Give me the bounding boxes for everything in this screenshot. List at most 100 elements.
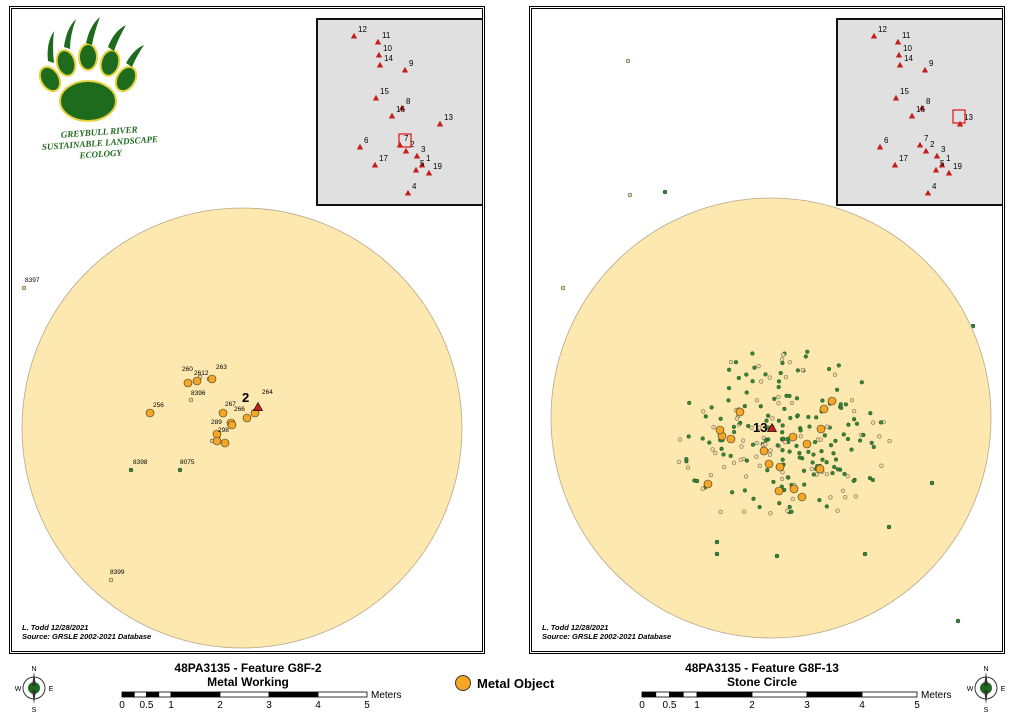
inset-feature-label: 16 — [916, 105, 925, 114]
artifact-point — [128, 467, 134, 473]
artifact-point — [730, 490, 735, 495]
artifact-point — [757, 425, 762, 430]
artifact-point — [862, 551, 868, 557]
scale-segment — [669, 691, 684, 698]
artifact-point — [750, 351, 755, 356]
artifact-point — [744, 474, 749, 479]
metal-object-point — [797, 492, 807, 502]
artifact-point — [764, 418, 769, 423]
artifact-point — [676, 459, 681, 464]
inset-feature-label: 17 — [899, 154, 908, 163]
artifact-point — [727, 367, 732, 372]
artifact-point — [742, 509, 747, 514]
artifact-point — [854, 421, 860, 426]
artifact-point — [794, 396, 800, 401]
credit-author: L. Todd 12/28/2021 — [542, 623, 609, 632]
inset-feature-label: 12 — [878, 25, 887, 34]
artifact-point — [750, 379, 755, 384]
artifact-point — [843, 495, 848, 500]
artifact-point — [800, 367, 805, 372]
point-label: 260 — [182, 366, 193, 373]
artifact-point — [768, 448, 773, 453]
scale-segment — [696, 691, 753, 698]
compass-s: S — [32, 707, 37, 712]
metal-object-point — [726, 434, 736, 444]
point-label: 256 — [153, 402, 164, 409]
artifact-point — [776, 394, 781, 399]
inset-feature-marker — [916, 141, 924, 148]
inset-feature-label: 10 — [903, 44, 912, 53]
artifact-point — [776, 379, 782, 384]
artifact-point — [871, 444, 876, 450]
artifact-point — [781, 436, 786, 441]
inset-feature-label: 6 — [884, 136, 889, 145]
artifact-point — [740, 438, 746, 443]
artifact-point — [726, 398, 731, 403]
scale-unit-label: Meters — [921, 690, 952, 701]
scale-tick-label: 5 — [364, 700, 370, 711]
artifact-point — [849, 398, 855, 403]
point-label: 8398 — [133, 459, 148, 466]
artifact-point — [853, 494, 858, 499]
grsle-logo: GREYBULL RIVER SUSTAINABLE LANDSCAPE ECO… — [20, 15, 170, 175]
artifact-point — [780, 457, 785, 462]
artifact-point — [858, 438, 863, 443]
artifact-point — [758, 404, 763, 409]
artifact-point — [879, 463, 884, 468]
artifact-point — [846, 422, 851, 427]
artifact-point — [728, 453, 733, 458]
artifact-point — [929, 480, 935, 486]
scale-unit-label: Meters — [371, 690, 402, 701]
artifact-point — [869, 440, 874, 445]
inset-feature-label: 8 — [926, 97, 931, 106]
inset-feature-marker — [938, 161, 946, 168]
artifact-point — [731, 424, 736, 429]
metal-object-point — [242, 413, 252, 423]
site-title: 48PA3135 - Feature G8F-2 — [174, 661, 322, 675]
artifact-point — [870, 477, 875, 483]
metal-object-point — [183, 378, 193, 388]
artifact-point — [662, 189, 668, 195]
inset-feature-marker — [932, 166, 940, 173]
artifact-point — [707, 440, 712, 445]
scale-tick-label: 4 — [859, 700, 865, 711]
artifact-point — [820, 457, 825, 462]
artifact-point — [777, 501, 782, 506]
artifact-point — [835, 387, 840, 392]
scale-segment — [133, 691, 147, 698]
inset-feature-label: 4 — [932, 182, 937, 191]
artifact-point — [830, 471, 835, 476]
inset-feature-marker — [374, 38, 382, 45]
scale-segment — [219, 691, 270, 698]
feature-subtitle: Stone Circle — [726, 675, 798, 689]
point-label: 267 — [225, 401, 236, 408]
scale-tick-label: 2 — [217, 700, 223, 711]
compass-n: N — [31, 666, 36, 673]
inset-feature-label: 14 — [904, 54, 913, 63]
inset-feature-label: 11 — [902, 31, 911, 40]
inset-feature-label: 3 — [421, 145, 426, 154]
artifact-point — [795, 368, 800, 373]
artifact-point — [781, 352, 786, 357]
bear-paw-icon — [38, 17, 144, 122]
inset-feature-marker — [894, 38, 902, 45]
artifact-point — [824, 424, 830, 429]
artifact-point — [789, 400, 795, 406]
artifact-point — [739, 444, 744, 449]
artifact-point — [805, 349, 810, 354]
artifact-point — [861, 432, 866, 438]
map-title-left: 48PA3135 - Feature G8F-2 Metal Working — [108, 661, 388, 689]
scale-tick-label: 0.5 — [663, 700, 677, 711]
inset-feature-marker — [436, 120, 444, 127]
metal-object-point — [774, 486, 784, 496]
artifact-point — [775, 443, 780, 448]
artifact-point — [803, 354, 808, 359]
scale-tick-label: 0.5 — [140, 700, 154, 711]
metal-object-point — [788, 432, 798, 442]
metal-object-point — [227, 420, 237, 430]
inset-feature-label: 15 — [380, 87, 389, 96]
artifact-point — [801, 468, 807, 473]
artifact-point — [827, 366, 832, 372]
metal-object-point — [775, 462, 785, 472]
artifact-point — [845, 474, 850, 479]
